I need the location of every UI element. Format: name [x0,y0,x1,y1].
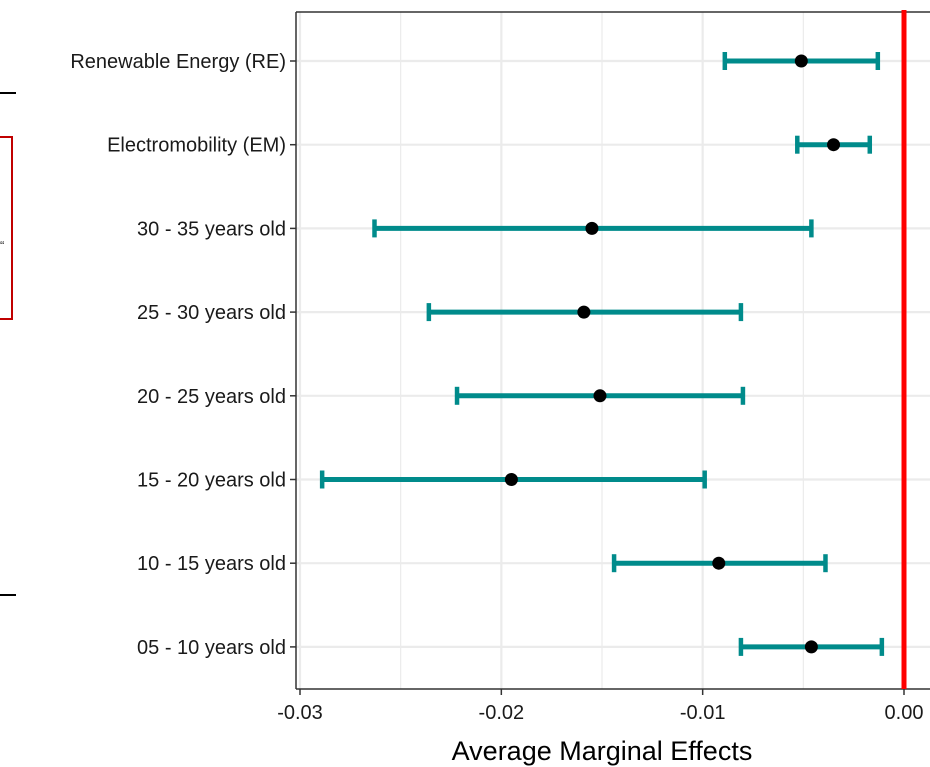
point-estimate [577,305,591,319]
point-estimate [827,138,841,152]
y-tick-label: Renewable Energy (RE) [70,51,286,73]
left-edge-red-box [0,136,13,320]
point-estimate [585,221,599,235]
panel-background [296,12,930,689]
y-tick-label: 10 - 15 years old [137,553,286,575]
point-estimate [794,54,808,68]
left-edge-glyph: “ [0,238,5,253]
x-tick-label: -0.03 [277,702,323,724]
left-edge-tick-bottom [0,594,16,596]
point-estimate [504,473,518,486]
point-estimate [712,556,726,570]
x-axis-title: Average Marginal Effects [452,736,753,766]
point-estimate [804,640,818,654]
point-estimate [593,389,607,403]
y-tick-label: 30 - 35 years old [137,218,286,240]
x-tick-label: -0.02 [479,702,525,724]
y-tick-label: 15 - 20 years old [137,470,286,492]
y-tick-label: Electromobility (EM) [107,135,286,157]
y-tick-label: 05 - 10 years old [137,637,286,659]
error-bars [319,10,907,689]
x-axis-labels: -0.03 -0.02 -0.01 0.00 [277,689,923,724]
x-tick-label: 0.00 [885,702,924,724]
grid-lines [295,11,930,690]
x-tick-label: -0.01 [680,702,726,724]
y-tick-label: 20 - 25 years old [137,386,286,408]
left-edge-tick-top [0,92,16,94]
y-tick-label: 25 - 30 years old [137,302,286,324]
y-axis-labels: Renewable Energy (RE) Electromobility (EM… [70,51,296,659]
